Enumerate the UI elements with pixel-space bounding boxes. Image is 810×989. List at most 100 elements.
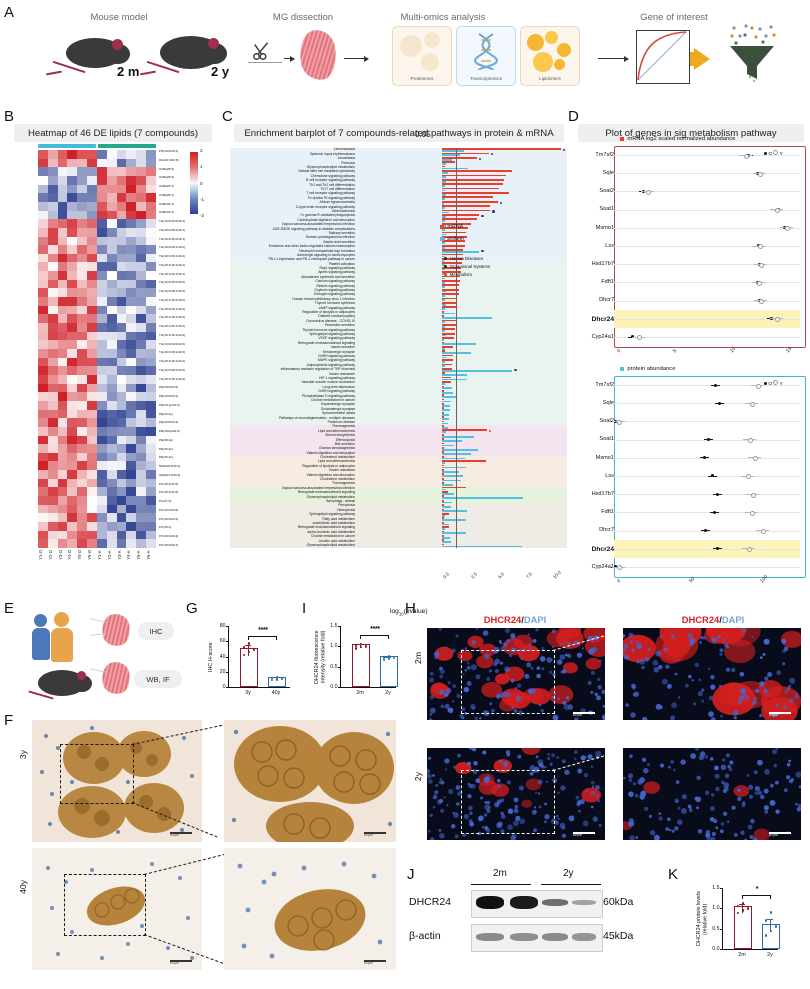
mouse-2m-icon [45, 32, 138, 80]
if-image-2y-overview [427, 748, 605, 840]
bar-x-label: 2y [385, 690, 391, 696]
heatmap-cell [96, 409, 107, 419]
heatmap-cell [38, 539, 48, 548]
pathway-label: Steroid biosynthesis [325, 433, 355, 438]
heatmap-cell [146, 210, 156, 220]
bar-protein [442, 356, 447, 359]
bar-mrna [442, 420, 445, 423]
pathway-row: Long-term depression [230, 384, 567, 390]
bar [352, 644, 370, 687]
legend-swatch-mrna-abundance [620, 136, 625, 142]
panel-letter-j: J [407, 866, 415, 883]
bar-protein [442, 448, 479, 451]
abundance-point [757, 244, 763, 250]
panel-d-header: Plot of genes in sig metabolism pathway [578, 124, 804, 142]
mouse-age-label-2y: 2 y [211, 64, 230, 79]
heatmap-cell [146, 366, 156, 375]
data-point [360, 645, 363, 649]
heatmap-cell [116, 435, 127, 445]
heatmap-cell [57, 297, 68, 306]
bar-y-tick: 60 [219, 638, 226, 645]
pathway-label: Glycerophospholipid metabolism [306, 494, 355, 499]
heatmap-cell [47, 314, 58, 324]
heatmap-cell [126, 504, 137, 514]
heatmap-cell [77, 374, 88, 384]
heatmap-cell [57, 470, 68, 479]
heatmap-row-label: TG(16:1/18:1/20:4) [159, 332, 186, 337]
pathway-label: Long-term depression [322, 384, 355, 389]
bar-protein [442, 536, 450, 539]
pathway-row: Phosphatidase D signaling pathway [230, 394, 567, 398]
pathway-label: Carbohydrate digestion and absorption [297, 217, 355, 222]
heatmap-column-label: Y2-O [47, 550, 53, 560]
heatmap-cell [126, 331, 137, 341]
heatmap-cell [116, 297, 127, 306]
heatmap-row-label: PE(36:1p) [159, 455, 173, 460]
heatmap-cell [96, 392, 107, 401]
heatmap-cell [106, 426, 117, 436]
heatmap-cell [116, 331, 127, 341]
heatmap-cell [136, 175, 147, 185]
heatmap-cell [146, 253, 156, 263]
bar-mrna [442, 231, 467, 234]
bar-mrna [442, 341, 445, 344]
pathway-label: HIF-1 signaling pathway [319, 375, 355, 380]
abundance-point [774, 317, 780, 323]
g-x-axis [228, 687, 290, 688]
bar-mrna [442, 543, 445, 546]
heatmap-cell [106, 288, 117, 298]
bar-x-label: 2y [767, 952, 773, 958]
heatmap-cell [136, 340, 147, 349]
bar [240, 648, 258, 687]
heatmap-cell [38, 279, 48, 289]
heatmap-cell [126, 262, 137, 272]
heatmap-cell [67, 530, 78, 540]
omics-card-lipidomics: Lipidomics [520, 26, 580, 86]
pathway-row: Pathways of neurodegeneration - multiple… [230, 416, 567, 420]
pathway-row: Autophagy - animal [230, 499, 567, 504]
abundance-point [616, 419, 622, 425]
heatmap-cell [96, 279, 107, 289]
wb-group-label-2y: 2y [563, 868, 574, 879]
data-point [248, 650, 251, 654]
heatmap-cell [57, 366, 68, 375]
heatmap-cell [116, 522, 127, 531]
pathway-row: Spinocerebellar ataxia [230, 411, 567, 416]
pathway-row: Retrograde endocannabinoid signaling [230, 341, 567, 346]
k-y-axis [722, 888, 723, 950]
pathway-label: Salivary secretion [328, 230, 355, 235]
gene-label: Soat1 [599, 206, 614, 213]
heatmap-cell [96, 383, 107, 393]
gene-row: Hsd17b7 [568, 255, 804, 273]
pathway-label: Diabetic cardiomyopathy [318, 314, 355, 319]
pathway-label: Cholesterol metabolism [320, 455, 355, 460]
bar-mrna [442, 315, 445, 317]
gene-row: Tm7sf2 [568, 146, 804, 164]
heatmap-row-label: PE(34:1p) [159, 411, 173, 416]
bar-x-label: 40y [271, 690, 281, 696]
heatmap-cell [106, 539, 117, 548]
heatmap-cell [38, 158, 48, 168]
gene-label: Dhcr7 [599, 297, 614, 304]
heatmap-cell [146, 400, 156, 410]
bar-protein [442, 422, 448, 425]
heatmap-cell [57, 288, 68, 298]
heatmap-column-label: Y3-O [57, 550, 63, 560]
ihc-scalelabel-40y: 50 μm [170, 961, 179, 965]
heatmap-cell [47, 175, 58, 185]
pathway-row: VEGF signaling pathway [230, 336, 567, 341]
bar-protein [442, 475, 463, 478]
heatmap-row-label: PC(16:0/22:5) [159, 516, 179, 521]
heatmap-cell [96, 513, 107, 523]
heatmap-cell [67, 184, 78, 194]
heatmap-cell [116, 539, 127, 548]
heatmap-cell [96, 227, 107, 237]
gene-gridline [614, 475, 800, 477]
mouse-2y-icon [139, 32, 232, 80]
heatmap-cell [87, 426, 97, 436]
heatmap-cell [67, 175, 78, 185]
bar-protein [442, 396, 458, 398]
legend-dot-human-diseases [444, 257, 447, 260]
bar-mrna [442, 310, 445, 313]
pathway-label: Phosphatidase D signaling pathway [302, 393, 355, 398]
